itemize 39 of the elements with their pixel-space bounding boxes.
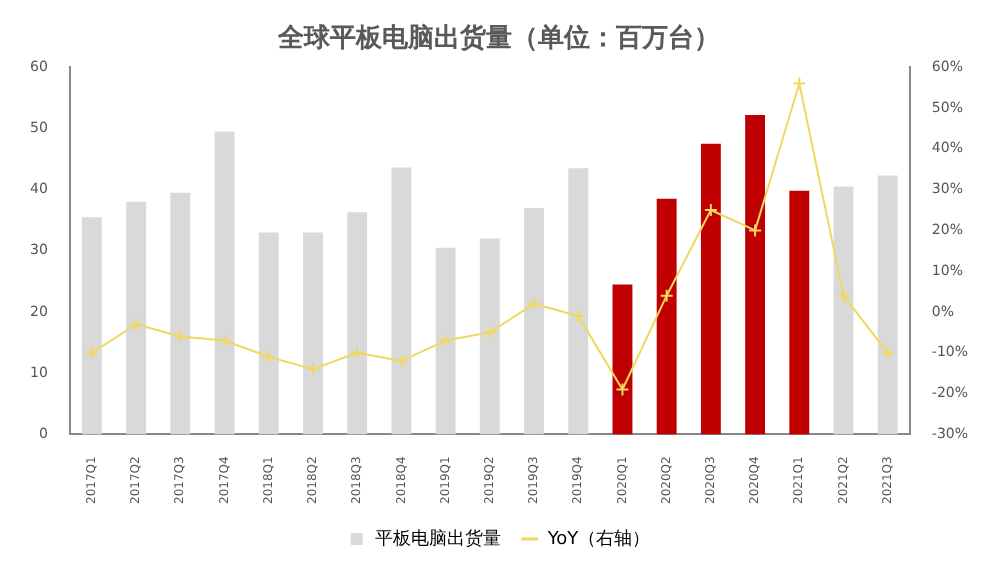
- point: [129, 317, 144, 332]
- bar: [170, 192, 191, 435]
- bar: [700, 143, 721, 435]
- point: [527, 296, 542, 311]
- bar: [126, 201, 147, 435]
- bar: [789, 190, 810, 435]
- bar: [612, 284, 633, 435]
- bar: [81, 217, 102, 435]
- chart-title: 全球平板电脑出货量（单位：百万台）: [276, 22, 720, 55]
- point: [659, 288, 674, 303]
- point: [792, 76, 807, 91]
- bar: [568, 168, 589, 435]
- bar: [833, 186, 854, 435]
- legend-label: YoY（右轴）: [545, 527, 651, 550]
- point: [394, 353, 409, 368]
- bar: [435, 247, 456, 435]
- point: [615, 382, 630, 397]
- bar: [745, 114, 766, 435]
- point: [748, 223, 763, 238]
- point: [305, 362, 320, 377]
- point: [438, 333, 453, 348]
- bar: [656, 198, 677, 435]
- bar: [258, 232, 279, 435]
- bar: [479, 238, 500, 435]
- point: [261, 349, 276, 364]
- point: [217, 333, 232, 348]
- bar: [303, 232, 323, 435]
- point: [482, 325, 497, 340]
- point: [703, 202, 718, 217]
- point: [173, 329, 188, 344]
- legend-label: 平板电脑出货量: [374, 527, 501, 550]
- bar: [524, 207, 544, 435]
- bar: [877, 175, 898, 435]
- point: [350, 345, 365, 360]
- point: [836, 288, 851, 303]
- point: [571, 309, 586, 324]
- bar: [214, 131, 235, 435]
- bar: [347, 212, 368, 435]
- bar: [391, 167, 412, 435]
